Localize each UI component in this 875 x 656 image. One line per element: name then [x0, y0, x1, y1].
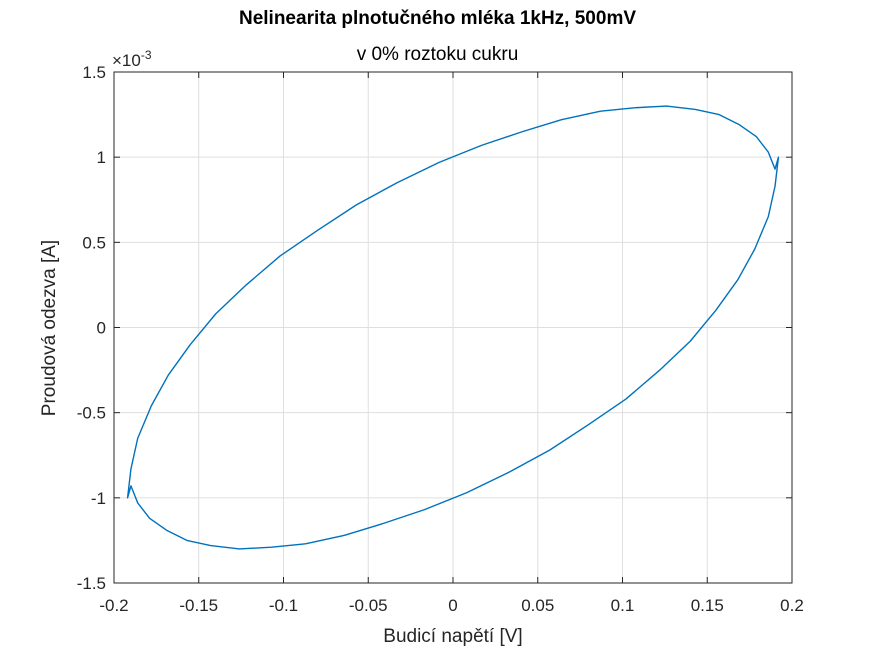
x-tick-label: 0.15	[691, 596, 724, 615]
x-tick-label: 0.05	[521, 596, 554, 615]
y-exponent-label: ×10-3	[112, 48, 152, 70]
y-axis-label: Proudová odezva [A]	[39, 240, 60, 416]
y-tick-label: 1	[97, 148, 106, 167]
x-tick-label: -0.05	[349, 596, 388, 615]
x-axis-label: Budicí napětí [V]	[383, 626, 522, 647]
y-tick-label: -0.5	[77, 404, 106, 423]
y-tick-label: 0.5	[82, 233, 106, 252]
y-tick-label: 1.5	[82, 63, 106, 82]
x-tick-label: 0.1	[611, 596, 635, 615]
y-tick-label: -1	[91, 489, 106, 508]
x-tick-label: 0.2	[780, 596, 804, 615]
chart-title: Nelinearita plnotučného mléka 1kHz, 500m…	[238, 8, 637, 29]
x-tick-label: -0.1	[269, 596, 298, 615]
series-layer	[126, 105, 780, 550]
x-tick-label: -0.15	[179, 596, 218, 615]
grid	[113, 71, 793, 584]
ticks: -0.2 -0.15 -0.1 -0.05 0 0.05 0.1 0.15 0.2 -1.5 -1 -…	[77, 63, 804, 615]
y-tick-label: 0	[97, 319, 106, 338]
chart-subtitle: v 0% roztoku cukru	[356, 44, 519, 65]
y-tick-label: -1.5	[77, 574, 106, 593]
x-tick-label: 0	[448, 596, 457, 615]
y-exponent-base: ×10	[112, 51, 141, 70]
series-line	[126, 105, 780, 550]
y-exponent-power: -3	[141, 48, 152, 62]
x-tick-label: -0.2	[99, 596, 128, 615]
